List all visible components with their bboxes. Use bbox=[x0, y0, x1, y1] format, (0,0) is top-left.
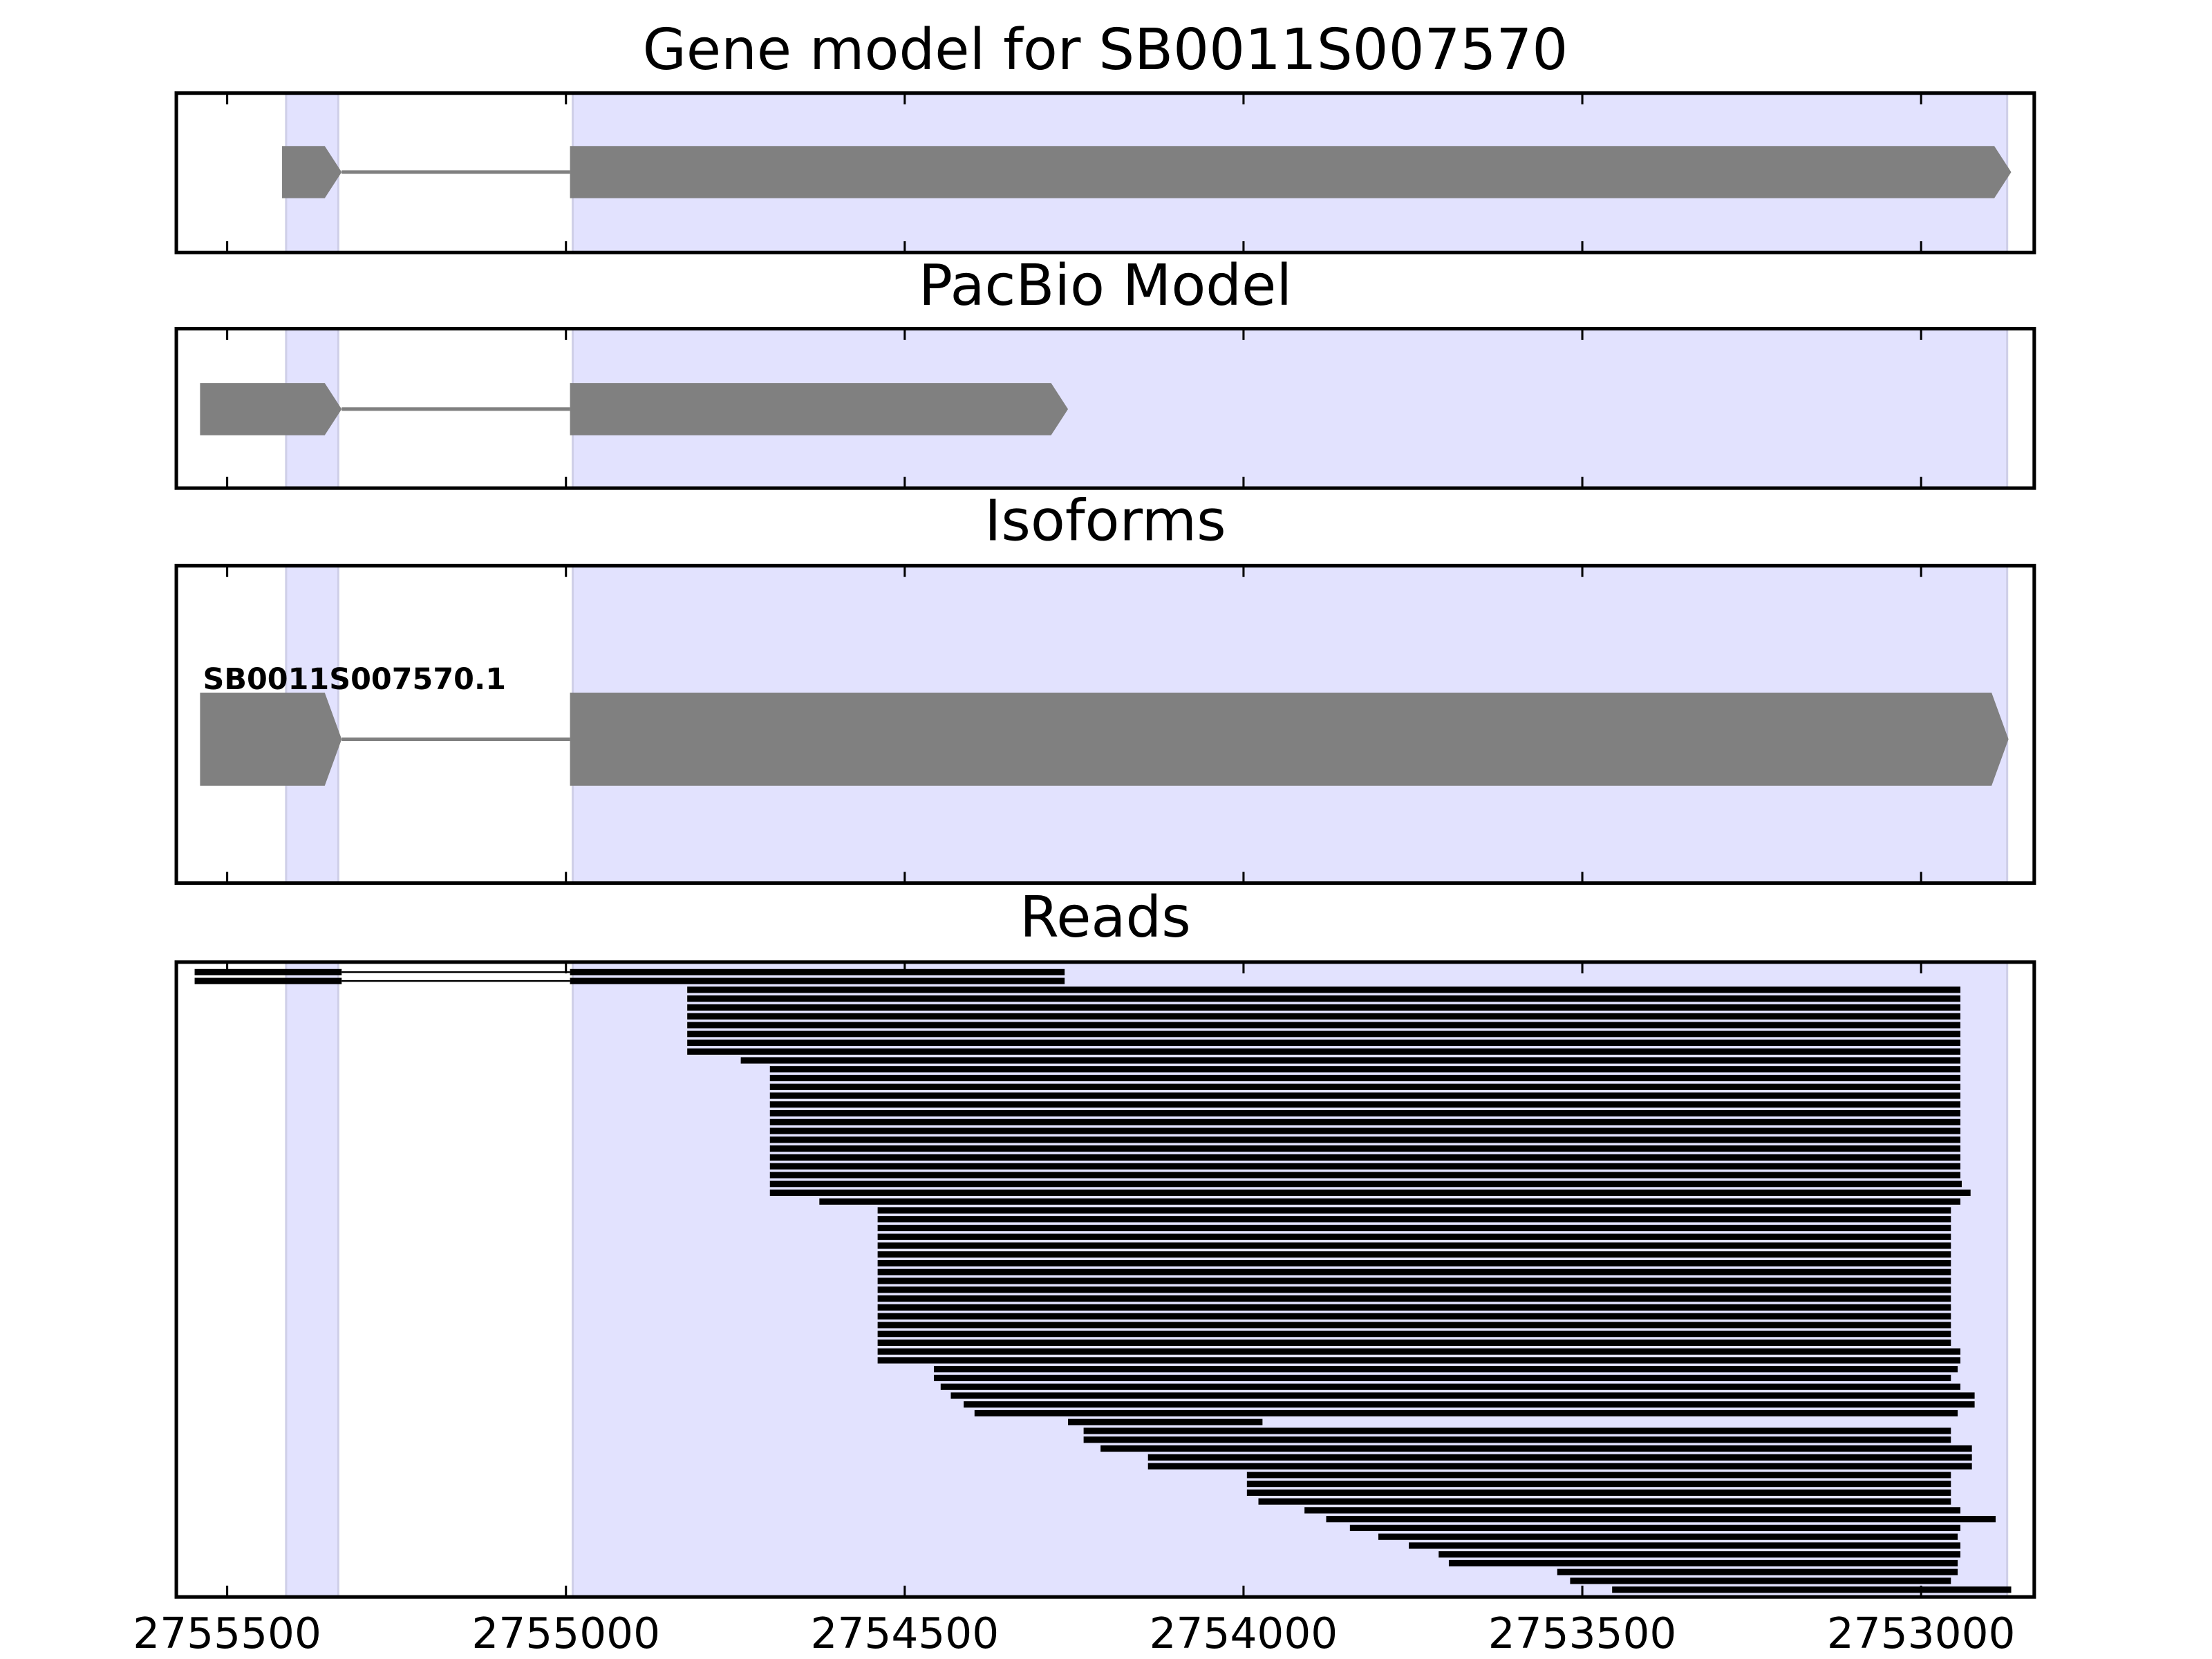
panel-title: Isoforms bbox=[984, 489, 1226, 554]
panel-frame bbox=[174, 326, 2036, 490]
read-block bbox=[570, 968, 1065, 975]
read-block bbox=[769, 1092, 1961, 1099]
read-block bbox=[1258, 1498, 1951, 1505]
read-block bbox=[877, 1295, 1951, 1302]
read-block bbox=[1246, 1480, 1951, 1488]
read-block bbox=[570, 977, 1065, 984]
read-block bbox=[1100, 1445, 1972, 1452]
read-block bbox=[1438, 1551, 1961, 1558]
x-tick-label: 2755000 bbox=[471, 1609, 660, 1658]
exon bbox=[570, 146, 2012, 198]
read-block bbox=[877, 1331, 1951, 1338]
read-block bbox=[1612, 1586, 2012, 1593]
read-block bbox=[769, 1101, 1961, 1108]
read-block bbox=[769, 1172, 1961, 1179]
read-block bbox=[877, 1251, 1951, 1258]
exon bbox=[570, 693, 2009, 786]
read-block bbox=[687, 986, 1961, 993]
panel-title: Reads bbox=[1020, 885, 1191, 950]
read-block bbox=[769, 1163, 1961, 1170]
read-block bbox=[819, 1198, 1961, 1205]
read-block bbox=[769, 1083, 1961, 1090]
read-block bbox=[687, 1048, 1961, 1055]
read-block bbox=[687, 1013, 1961, 1020]
x-tick-label: 2753000 bbox=[1827, 1609, 2016, 1658]
panel-frame bbox=[174, 960, 2036, 1599]
read-block bbox=[687, 1004, 1961, 1011]
exon bbox=[570, 383, 1069, 435]
read-block bbox=[1349, 1524, 1961, 1531]
panel-title: PacBio Model bbox=[919, 253, 1292, 319]
read-block bbox=[933, 1374, 1951, 1382]
read-block bbox=[769, 1145, 1961, 1152]
read-block bbox=[194, 977, 342, 984]
read-block bbox=[1448, 1559, 1958, 1567]
read-block bbox=[687, 995, 1961, 1002]
read-block bbox=[769, 1136, 1961, 1143]
read-block bbox=[769, 1181, 1962, 1188]
read-block bbox=[687, 1031, 1961, 1038]
exon bbox=[282, 146, 342, 198]
read-block bbox=[877, 1348, 1961, 1355]
x-tick-label: 2753500 bbox=[1488, 1609, 1677, 1658]
panel-frame bbox=[174, 563, 2036, 885]
read-block bbox=[1409, 1542, 1961, 1549]
read-block bbox=[877, 1313, 1951, 1320]
read-block bbox=[877, 1224, 1951, 1232]
read-block bbox=[1083, 1436, 1951, 1443]
read-block bbox=[769, 1127, 1961, 1134]
read-block bbox=[769, 1109, 1961, 1117]
x-tick-label: 2754500 bbox=[811, 1609, 1000, 1658]
read-block bbox=[687, 1039, 1961, 1047]
read-block bbox=[877, 1286, 1951, 1293]
read-block bbox=[877, 1216, 1951, 1223]
read-block bbox=[1083, 1427, 1951, 1434]
read-block bbox=[769, 1189, 1971, 1197]
read-block bbox=[1557, 1568, 1958, 1575]
read-block bbox=[1147, 1463, 1972, 1470]
read-block bbox=[769, 1074, 1961, 1082]
read-block bbox=[1570, 1577, 1951, 1584]
read-block bbox=[1246, 1472, 1951, 1479]
read-block bbox=[687, 1022, 1961, 1029]
read-block bbox=[1147, 1454, 1972, 1461]
panel-title: Gene model for SB0011S007570 bbox=[643, 17, 1568, 83]
panel-frame bbox=[174, 91, 2036, 254]
read-block bbox=[1068, 1418, 1263, 1425]
x-tick-label: 2754000 bbox=[1150, 1609, 1338, 1658]
isoform-label: SB0011S007570.1 bbox=[203, 662, 506, 697]
read-block bbox=[877, 1233, 1951, 1240]
exon bbox=[200, 383, 342, 435]
read-block bbox=[877, 1277, 1951, 1284]
x-tick-label: 2755500 bbox=[133, 1609, 321, 1658]
read-block bbox=[974, 1409, 1958, 1417]
read-block bbox=[769, 1066, 1961, 1073]
highlight-region bbox=[285, 961, 339, 1598]
read-block bbox=[194, 968, 342, 975]
read-block bbox=[877, 1259, 1951, 1267]
exon bbox=[200, 693, 342, 786]
read-block bbox=[1378, 1533, 1958, 1540]
read-block bbox=[877, 1268, 1951, 1275]
read-block bbox=[877, 1242, 1951, 1249]
read-block bbox=[950, 1392, 1975, 1399]
read-block bbox=[877, 1304, 1951, 1311]
read-block bbox=[940, 1383, 1961, 1390]
read-block bbox=[769, 1154, 1961, 1161]
read-block bbox=[769, 1118, 1961, 1125]
read-block bbox=[1326, 1516, 1996, 1523]
read-block bbox=[1246, 1489, 1951, 1496]
read-block bbox=[964, 1401, 1975, 1408]
read-block bbox=[877, 1322, 1951, 1329]
read-block bbox=[933, 1366, 1958, 1373]
read-block bbox=[1304, 1507, 1961, 1514]
read-block bbox=[877, 1357, 1961, 1364]
read-block bbox=[877, 1207, 1951, 1214]
read-block bbox=[740, 1057, 1961, 1064]
read-block bbox=[877, 1339, 1951, 1346]
